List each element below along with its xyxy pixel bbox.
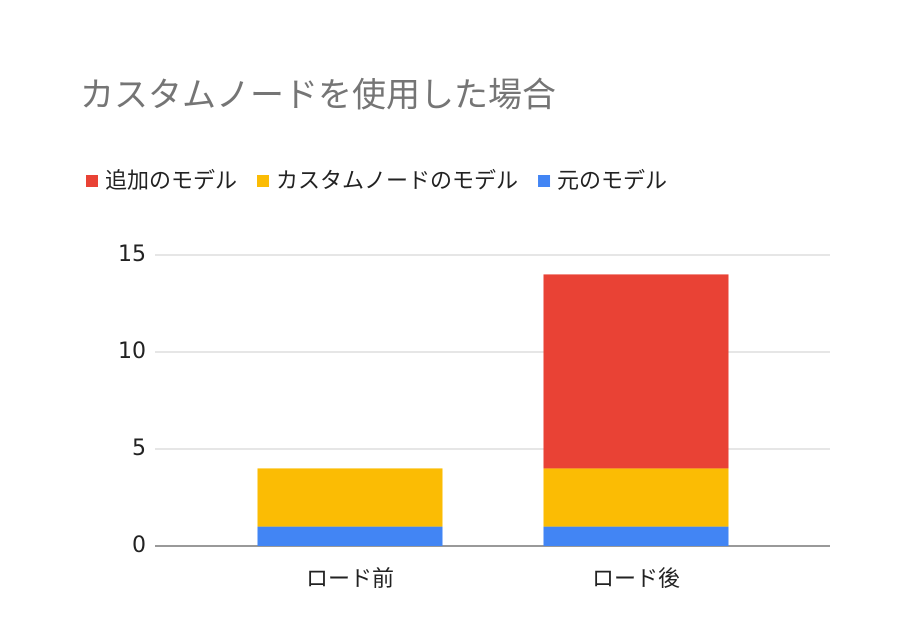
bar-segment — [543, 274, 729, 469]
y-tick-label: 5 — [132, 436, 146, 461]
bar-segment — [543, 468, 729, 527]
legend-swatch — [538, 175, 551, 187]
legend-label: 元のモデル — [557, 169, 667, 194]
legend-swatch — [257, 175, 270, 187]
y-tick-label: 10 — [118, 339, 146, 364]
bar-segment — [257, 526, 443, 546]
x-tick-label: ロード後 — [592, 567, 680, 592]
x-tick-label: ロード前 — [306, 567, 394, 592]
legend-label: カスタムノードのモデル — [276, 169, 518, 194]
bar-segment — [543, 526, 729, 546]
legend-swatch — [86, 175, 98, 187]
y-tick-label: 0 — [132, 533, 146, 558]
bar-segment — [257, 468, 443, 527]
chart-title: カスタムノードを使用した場合 — [80, 76, 556, 116]
legend-label: 追加のモデル — [105, 169, 237, 194]
y-tick-label: 15 — [118, 242, 146, 267]
